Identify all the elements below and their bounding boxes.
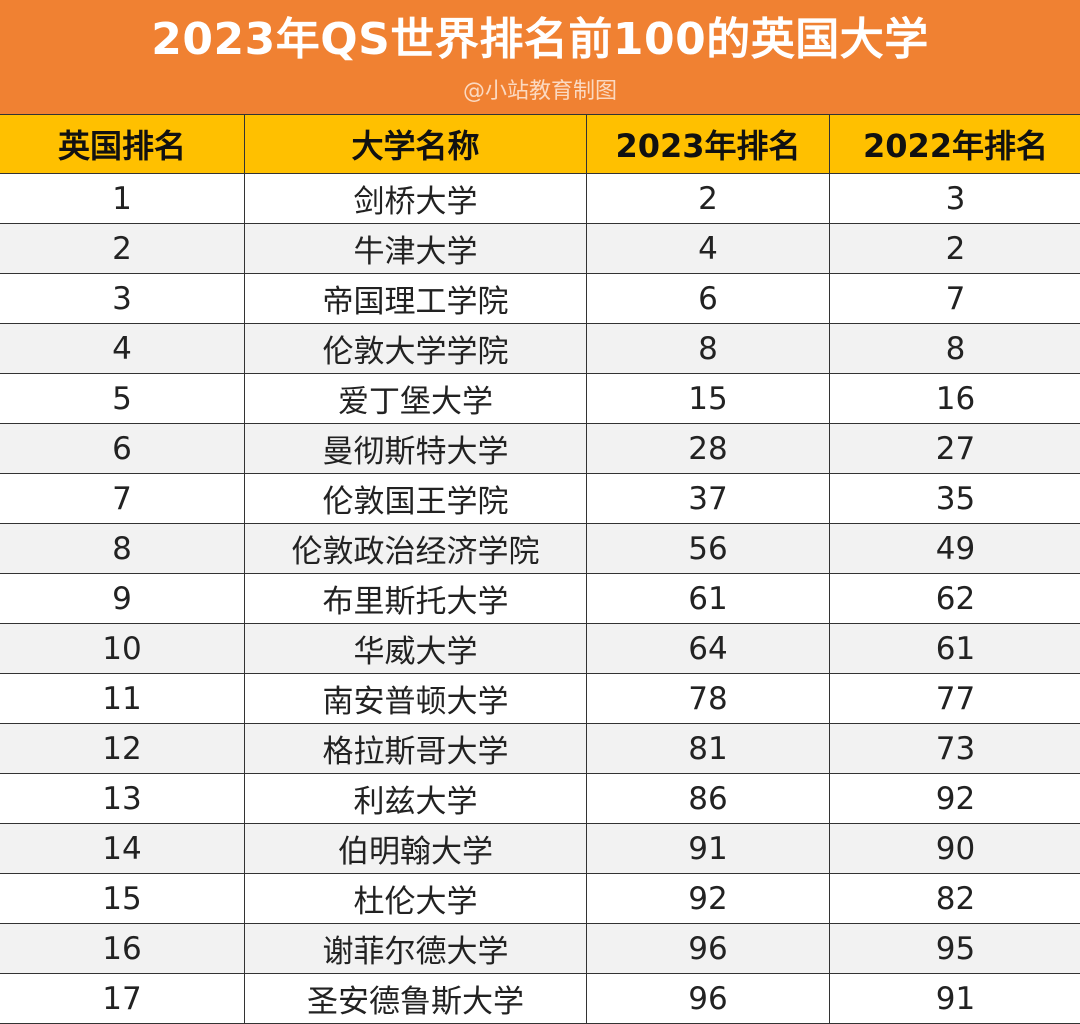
table-row: 7 伦敦国王学院 37 35	[0, 473, 1080, 524]
rank-2023-cell: 2	[586, 173, 830, 224]
rank-2023-cell: 28	[586, 423, 830, 474]
ranking-table: 英国排名 大学名称 2023年排名 2022年排名 1 剑桥大学 2 3 2 牛津大学 4 2…	[0, 114, 1080, 1024]
rank-2022-cell: 92	[829, 773, 1080, 824]
university-name-cell: 伦敦大学学院	[244, 323, 587, 374]
column-header-university-name: 大学名称	[244, 114, 587, 174]
rank-2023-cell: 92	[586, 873, 830, 924]
university-name-cell: 帝国理工学院	[244, 273, 587, 324]
rank-2022-cell: 62	[829, 573, 1080, 624]
table-row: 6 曼彻斯特大学 28 27	[0, 423, 1080, 474]
table-header-row: 英国排名 大学名称 2023年排名 2022年排名	[0, 114, 1080, 174]
rank-2023-cell: 61	[586, 573, 830, 624]
university-name-cell: 格拉斯哥大学	[244, 723, 587, 774]
uk-rank-cell: 10	[0, 623, 245, 674]
university-name-cell: 剑桥大学	[244, 173, 587, 224]
rank-2023-cell: 8	[586, 323, 830, 374]
uk-rank-cell: 5	[0, 373, 245, 424]
university-name-cell: 伯明翰大学	[244, 823, 587, 874]
uk-rank-cell: 14	[0, 823, 245, 874]
university-name-cell: 华威大学	[244, 623, 587, 674]
university-name-cell: 伦敦国王学院	[244, 473, 587, 524]
uk-rank-cell: 4	[0, 323, 245, 374]
uk-rank-cell: 2	[0, 223, 245, 274]
rank-2022-cell: 35	[829, 473, 1080, 524]
rank-2023-cell: 81	[586, 723, 830, 774]
table-row: 5 爱丁堡大学 15 16	[0, 373, 1080, 424]
rank-2022-cell: 95	[829, 923, 1080, 974]
column-header-uk-rank: 英国排名	[0, 114, 245, 174]
rank-2023-cell: 37	[586, 473, 830, 524]
rank-2022-cell: 61	[829, 623, 1080, 674]
rank-2023-cell: 15	[586, 373, 830, 424]
table-row: 1 剑桥大学 2 3	[0, 173, 1080, 224]
uk-rank-cell: 16	[0, 923, 245, 974]
university-name-cell: 牛津大学	[244, 223, 587, 274]
rank-2023-cell: 86	[586, 773, 830, 824]
column-header-2022-rank: 2022年排名	[829, 114, 1080, 174]
rank-2022-cell: 27	[829, 423, 1080, 474]
title-banner: 2023年QS世界排名前100的英国大学 @小站教育制图	[0, 0, 1080, 114]
uk-rank-cell: 1	[0, 173, 245, 224]
table-row: 2 牛津大学 4 2	[0, 223, 1080, 274]
rank-2023-cell: 96	[586, 923, 830, 974]
university-name-cell: 圣安德鲁斯大学	[244, 973, 587, 1024]
watermark-credit: @小站教育制图	[462, 79, 617, 104]
table-row: 8 伦敦政治经济学院 56 49	[0, 523, 1080, 574]
uk-rank-cell: 9	[0, 573, 245, 624]
uk-rank-cell: 7	[0, 473, 245, 524]
rank-2023-cell: 78	[586, 673, 830, 724]
page-title: 2023年QS世界排名前100的英国大学	[151, 14, 929, 65]
table-row: 4 伦敦大学学院 8 8	[0, 323, 1080, 374]
table-row: 3 帝国理工学院 6 7	[0, 273, 1080, 324]
table-row: 17 圣安德鲁斯大学 96 91	[0, 973, 1080, 1024]
university-name-cell: 利兹大学	[244, 773, 587, 824]
rank-2023-cell: 4	[586, 223, 830, 274]
rank-2023-cell: 6	[586, 273, 830, 324]
rank-2023-cell: 96	[586, 973, 830, 1024]
rank-2022-cell: 90	[829, 823, 1080, 874]
uk-rank-cell: 12	[0, 723, 245, 774]
uk-rank-cell: 13	[0, 773, 245, 824]
rank-2022-cell: 3	[829, 173, 1080, 224]
uk-rank-cell: 17	[0, 973, 245, 1024]
university-name-cell: 南安普顿大学	[244, 673, 587, 724]
table-row: 16 谢菲尔德大学 96 95	[0, 923, 1080, 974]
table-row: 11 南安普顿大学 78 77	[0, 673, 1080, 724]
rank-2022-cell: 82	[829, 873, 1080, 924]
university-name-cell: 曼彻斯特大学	[244, 423, 587, 474]
university-name-cell: 布里斯托大学	[244, 573, 587, 624]
table-row: 10 华威大学 64 61	[0, 623, 1080, 674]
rank-2023-cell: 91	[586, 823, 830, 874]
rank-2023-cell: 56	[586, 523, 830, 574]
table-row: 13 利兹大学 86 92	[0, 773, 1080, 824]
uk-rank-cell: 11	[0, 673, 245, 724]
table-row: 12 格拉斯哥大学 81 73	[0, 723, 1080, 774]
column-header-2023-rank: 2023年排名	[586, 114, 830, 174]
rank-2022-cell: 91	[829, 973, 1080, 1024]
rank-2022-cell: 2	[829, 223, 1080, 274]
uk-rank-cell: 6	[0, 423, 245, 474]
uk-rank-cell: 15	[0, 873, 245, 924]
uk-rank-cell: 8	[0, 523, 245, 574]
rank-2022-cell: 16	[829, 373, 1080, 424]
table-row: 14 伯明翰大学 91 90	[0, 823, 1080, 874]
rank-2023-cell: 64	[586, 623, 830, 674]
university-name-cell: 谢菲尔德大学	[244, 923, 587, 974]
table-row: 15 杜伦大学 92 82	[0, 873, 1080, 924]
table-row: 9 布里斯托大学 61 62	[0, 573, 1080, 624]
university-name-cell: 爱丁堡大学	[244, 373, 587, 424]
university-name-cell: 杜伦大学	[244, 873, 587, 924]
rank-2022-cell: 49	[829, 523, 1080, 574]
rank-2022-cell: 7	[829, 273, 1080, 324]
table-body: 1 剑桥大学 2 3 2 牛津大学 4 2 3 帝国理工学院 6 7 4 伦敦大学学院 8 8 5 爱丁堡大学 15…	[0, 173, 1080, 1024]
rank-2022-cell: 77	[829, 673, 1080, 724]
rank-2022-cell: 8	[829, 323, 1080, 374]
university-name-cell: 伦敦政治经济学院	[244, 523, 587, 574]
rank-2022-cell: 73	[829, 723, 1080, 774]
uk-rank-cell: 3	[0, 273, 245, 324]
